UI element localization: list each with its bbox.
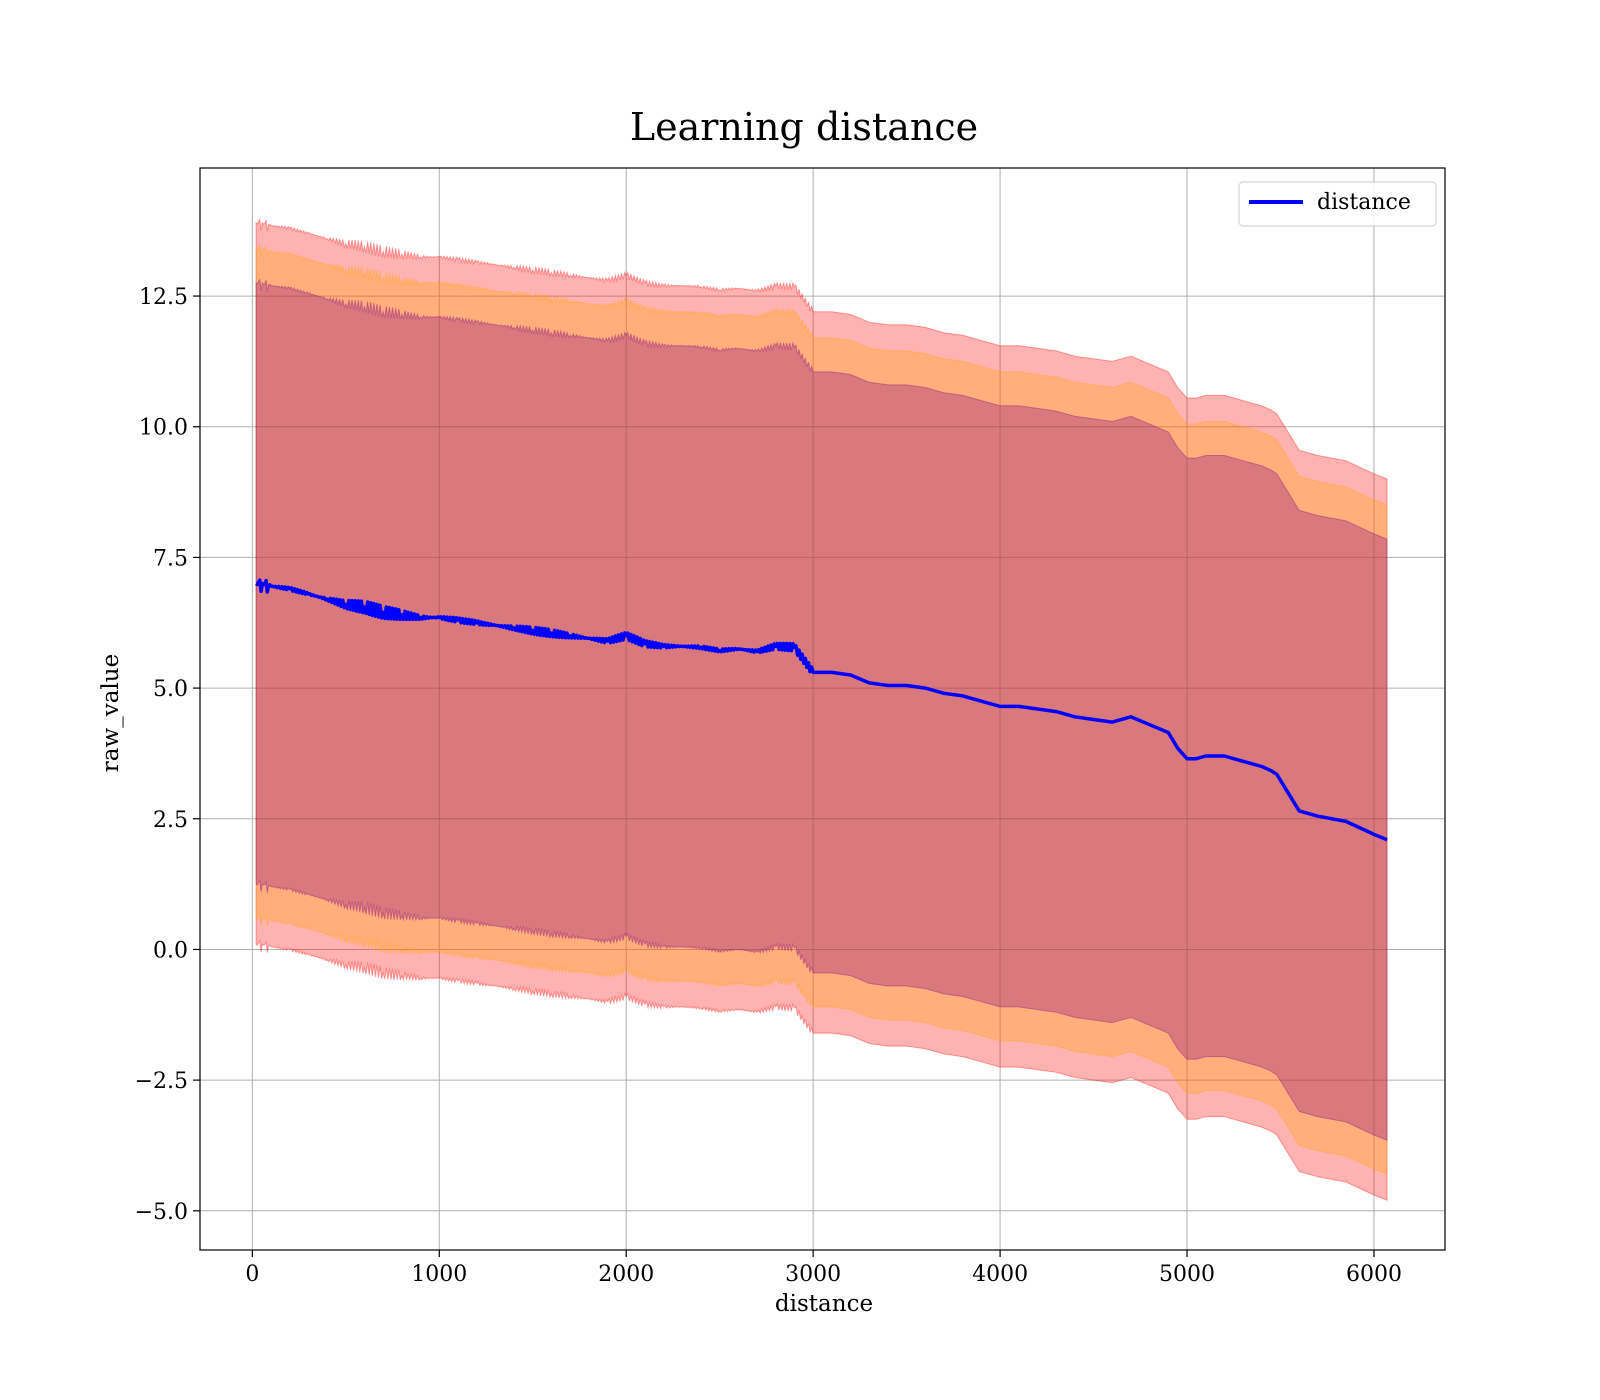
y-tick-label: −5.0 (135, 1200, 188, 1225)
y-tick-label: 12.5 (139, 285, 188, 310)
tick-layer: 0 1000 2000 3000 4000 5000 6000 −5.0 −2.5 0.0 2.5 5… (135, 285, 1402, 1287)
line-layer (255, 578, 1388, 842)
x-tick-label: 6000 (1346, 1262, 1402, 1287)
x-tick-label: 5000 (1159, 1262, 1215, 1287)
chart-title: Learning distance (630, 105, 978, 149)
band-layer (255, 218, 1388, 1202)
y-tick-label: −2.5 (135, 1069, 188, 1094)
y-tick-label: 0.0 (153, 938, 188, 963)
plot-frame (199, 167, 1446, 1251)
y-tick-label: 10.0 (139, 416, 188, 441)
band-middle (255, 244, 1388, 1175)
legend: distance (1238, 181, 1437, 227)
grid-layer (200, 168, 1445, 1250)
band-inner (255, 278, 1388, 1141)
x-tick-label: 1000 (411, 1262, 467, 1287)
band-outer (255, 218, 1388, 1202)
x-tick-label: 0 (245, 1262, 259, 1287)
x-tick-label: 2000 (598, 1262, 654, 1287)
legend-label-distance: distance (1317, 190, 1411, 215)
y-axis-label: raw_value (98, 654, 124, 772)
series-line-distance (255, 578, 1388, 842)
y-tick-label: 2.5 (153, 808, 188, 833)
x-axis-label: distance (775, 1291, 873, 1317)
x-tick-label: 4000 (972, 1262, 1028, 1287)
x-tick-label: 3000 (785, 1262, 841, 1287)
y-tick-label: 5.0 (153, 677, 188, 702)
y-tick-label: 7.5 (153, 546, 188, 571)
legend-frame (1238, 181, 1437, 227)
